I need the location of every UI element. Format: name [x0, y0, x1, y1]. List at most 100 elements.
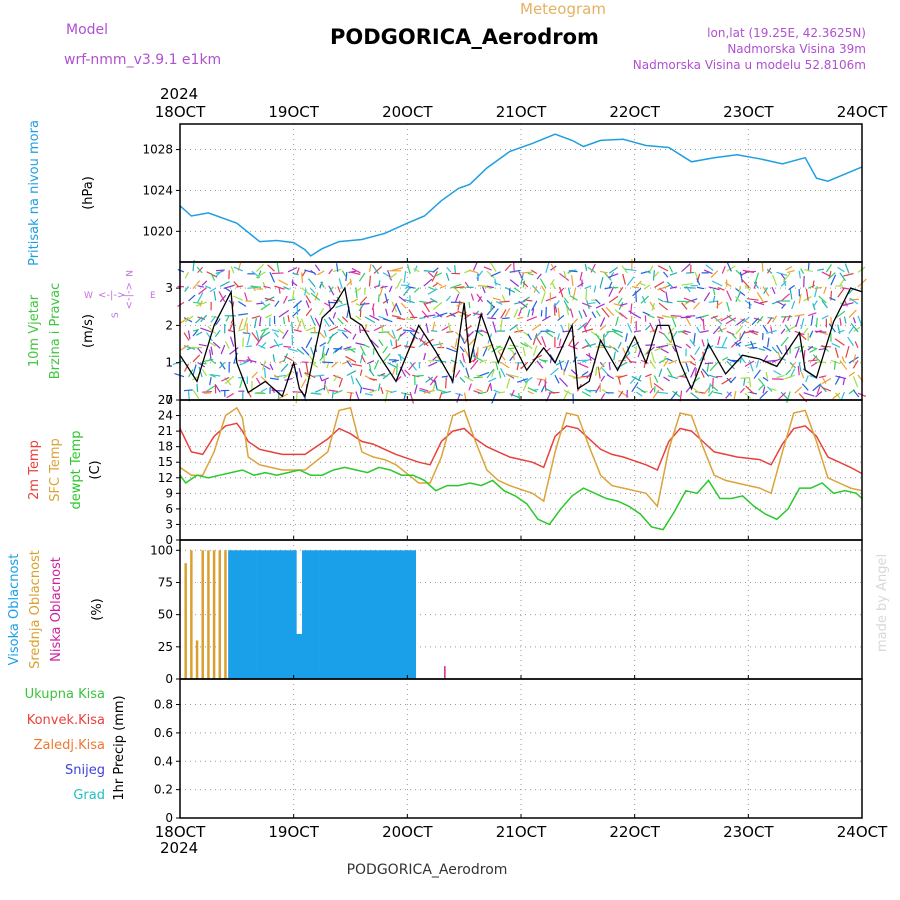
wind-arrow — [296, 267, 300, 274]
wind-arrow — [729, 376, 737, 384]
wind-arrow — [197, 347, 203, 354]
wind-arrow — [292, 308, 301, 317]
wind-arrow — [292, 272, 299, 276]
wind-arrow — [501, 294, 506, 302]
wind-arrow — [735, 288, 746, 296]
wind-arrow — [377, 294, 380, 303]
wind-arrow — [450, 283, 462, 289]
wind-arrow — [756, 292, 764, 302]
ytick-label: 3 — [165, 517, 173, 531]
wind-arrow — [600, 344, 612, 349]
wind-arrow — [834, 392, 841, 399]
wind-arrow — [557, 333, 561, 340]
xtick-label-bottom: 20OCT — [382, 823, 433, 841]
wind-arrow — [554, 374, 560, 384]
cloud-bar — [267, 550, 274, 679]
wind-arrow — [600, 270, 608, 274]
wind-arrow — [812, 280, 815, 288]
ytick-label: 25 — [158, 640, 173, 654]
wind-arrow — [595, 346, 605, 349]
wind-arrow — [317, 270, 325, 276]
wind-arrow — [666, 357, 673, 362]
wind-arrow — [399, 353, 402, 361]
wind-arrow — [595, 310, 601, 317]
wind-arrow — [369, 314, 380, 321]
wind-arrow — [513, 287, 521, 293]
wind-arrow — [328, 316, 335, 325]
wind-arrow — [459, 286, 467, 290]
wind-arrow — [527, 390, 534, 395]
wind-arrow — [196, 383, 199, 392]
wind-arrow — [804, 269, 813, 273]
wind-arrow — [351, 298, 358, 303]
wind-arrow — [483, 266, 492, 271]
wind-arrow — [338, 278, 343, 289]
cloud-bar — [410, 550, 417, 679]
ytick-label: 1 — [165, 356, 173, 370]
wind-arrow — [378, 331, 390, 334]
wind-arrow — [531, 300, 538, 311]
wind-arrow — [525, 376, 533, 383]
wind-arrow — [657, 298, 664, 303]
wind-arrow — [313, 374, 325, 377]
wind-arrow — [458, 311, 470, 317]
xtick-label-top: 23OCT — [723, 103, 774, 121]
wind-arrow — [759, 300, 768, 304]
wind-arrow — [405, 340, 409, 349]
wind-arrow — [812, 303, 816, 311]
wind-arrow — [794, 345, 802, 349]
wind-arrow — [277, 328, 284, 334]
wind-arrow — [491, 392, 497, 404]
wind-arrow — [311, 392, 320, 395]
wind-arrow — [477, 296, 483, 303]
wind-arrow — [338, 377, 343, 388]
cloud-bar — [358, 550, 365, 679]
wind-arrow — [269, 363, 274, 371]
xtick-label-top: 20OCT — [382, 103, 433, 121]
wind-arrow — [377, 280, 381, 288]
wind-arrow — [482, 347, 488, 357]
wind-arrow — [644, 324, 652, 331]
wind-arrow — [382, 346, 389, 354]
wind-arrow — [500, 309, 507, 319]
wind-arrow — [341, 270, 347, 277]
wind-arrow — [441, 325, 449, 332]
wind-arrow — [341, 331, 349, 339]
temperature-series-2 — [179, 466, 863, 531]
wind-units: (m/s) — [81, 314, 96, 348]
wind-arrow — [274, 300, 280, 308]
wind-arrow — [490, 301, 493, 312]
pressure-series-0 — [179, 133, 863, 257]
cloud-bar — [347, 550, 354, 679]
wind-arrow — [795, 315, 800, 328]
wind-arrow — [839, 272, 847, 282]
wind-arrow — [192, 329, 199, 337]
wind-arrow — [195, 331, 203, 336]
wind-arrow — [382, 272, 391, 278]
wind-arrow — [293, 329, 302, 333]
wind-arrow — [690, 354, 696, 361]
wind-arrow — [703, 269, 713, 275]
wind-arrow — [809, 347, 818, 353]
wind-arrow — [744, 284, 751, 291]
wind-arrow — [342, 359, 351, 365]
pressure-grid — [180, 124, 862, 262]
wind-arrow — [465, 367, 470, 378]
wind-arrow — [209, 287, 216, 293]
wind-arrow — [569, 308, 574, 318]
cloud-bar — [302, 550, 309, 679]
wind-arrow — [225, 315, 230, 322]
wind-arrow — [500, 361, 510, 369]
wind-arrow — [527, 387, 538, 393]
wind-arrow — [184, 286, 190, 292]
wind-arrow — [559, 377, 568, 387]
wind-arrow — [207, 325, 217, 335]
wind-arrow — [837, 287, 845, 298]
xtick-label-bottom: 21OCT — [496, 823, 547, 841]
cloud-bar — [245, 550, 252, 679]
wind-arrow — [844, 263, 850, 274]
wind-arrow — [214, 384, 221, 393]
wind-arrow — [468, 301, 471, 309]
xtick-label-bottom: 22OCT — [609, 823, 660, 841]
